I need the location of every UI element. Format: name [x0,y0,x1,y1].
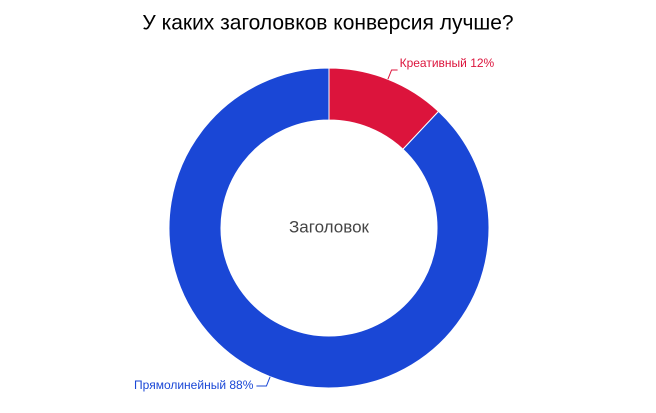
chart-title: У каких заголовков конверсия лучше? [142,12,513,35]
leader-line [387,69,398,80]
slice-name: Прямолинейный [134,378,226,392]
slice-name: Креативный [400,56,467,70]
slice-label: Креативный 12% [400,56,495,70]
center-label: Заголовок [289,217,369,236]
value-label: 88% [229,378,253,392]
value-label: 12% [470,56,494,70]
leader-line [256,376,271,387]
slice-label: Прямолинейный 88% [134,378,254,392]
donut-slice [168,67,490,389]
